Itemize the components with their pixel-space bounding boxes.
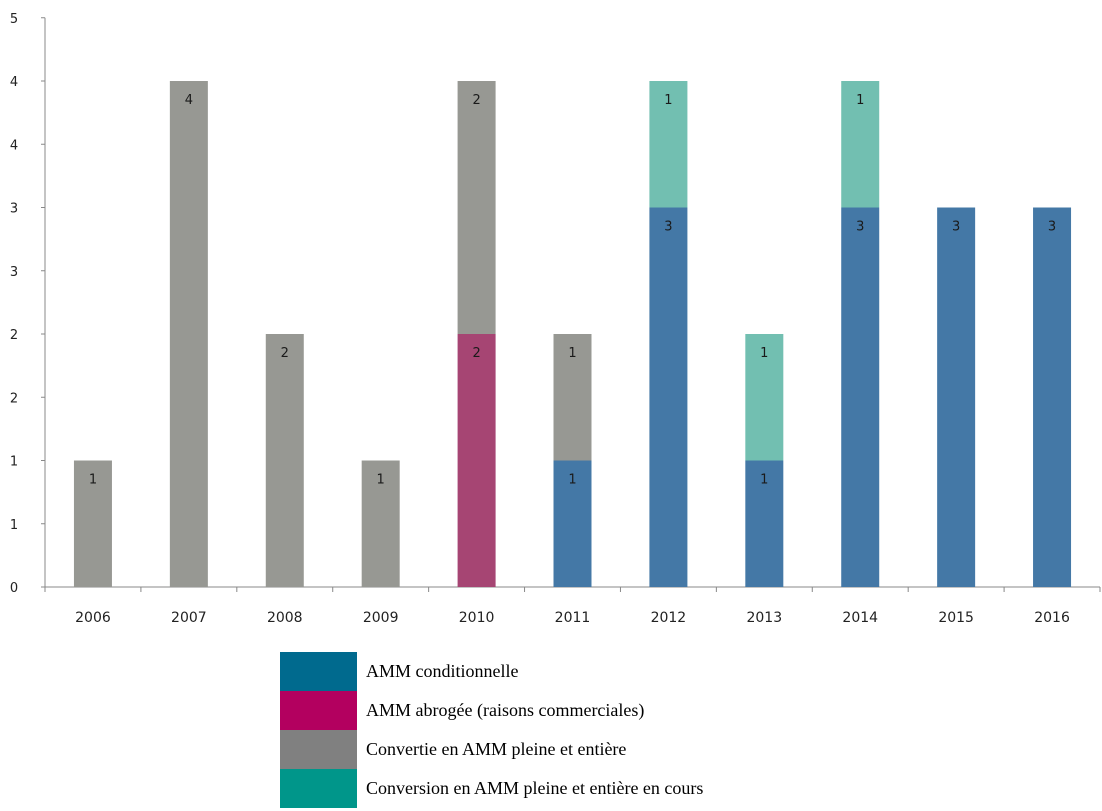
data-label: 3 (664, 220, 672, 235)
x-tick-label: 2009 (363, 610, 399, 626)
data-label: 4 (185, 93, 193, 108)
bars (73, 81, 1072, 587)
x-axis: 2006 2007 2008 2009 2010 2011 2012 2013 2014 2015… (44, 586, 1101, 626)
bar-segment (457, 334, 496, 587)
legend-item-amm-conditionnelle: AMM conditionnelle (280, 652, 703, 691)
bar-segment (937, 207, 976, 587)
data-label: 3 (856, 220, 864, 235)
data-label: 2 (281, 346, 289, 361)
data-label: 3 (1048, 220, 1056, 235)
y-tick-label: 4 (10, 138, 18, 153)
y-tick-label: 0 (10, 581, 18, 596)
y-tick-label: 3 (10, 265, 18, 280)
bar-segment (745, 460, 784, 587)
y-tick-label: 2 (10, 391, 18, 406)
x-tick-label: 2006 (75, 610, 111, 626)
data-label: 2 (472, 93, 480, 108)
x-tick-label: 2010 (459, 610, 495, 626)
y-tick-label: 1 (10, 455, 18, 470)
bar-segment (457, 81, 496, 334)
bar-segment (553, 334, 592, 461)
legend-item-convertie: Convertie en AMM pleine et entière (280, 730, 703, 769)
data-label: 1 (856, 93, 864, 108)
x-tick-label: 2011 (555, 610, 591, 626)
legend-swatch (280, 691, 357, 730)
legend-label: AMM abrogée (raisons commerciales) (366, 700, 645, 720)
y-tick-label: 4 (10, 75, 18, 90)
legend-swatch (280, 769, 357, 808)
legend-label: Convertie en AMM pleine et entière (366, 739, 627, 759)
bar-segment (745, 334, 784, 461)
y-tick-label: 1 (10, 518, 18, 533)
y-tick-label: 5 (10, 12, 18, 27)
bar-segment (169, 81, 208, 587)
data-label: 2 (472, 346, 480, 361)
x-tick-label: 2016 (1034, 610, 1070, 626)
x-tick-label: 2013 (746, 610, 782, 626)
bar-segment (553, 460, 592, 587)
data-label: 1 (760, 473, 768, 488)
bar-segment (73, 460, 112, 587)
bar-segment (265, 334, 304, 587)
data-label: 1 (760, 346, 768, 361)
x-tick-label: 2008 (267, 610, 303, 626)
data-label: 1 (664, 93, 672, 108)
bar-segment (649, 207, 688, 587)
bar-segment (1033, 207, 1072, 587)
data-label: 1 (377, 473, 385, 488)
y-tick-label: 3 (10, 202, 18, 217)
legend-swatch (280, 730, 357, 769)
legend-item-amm-abrogee: AMM abrogée (raisons commerciales) (280, 691, 703, 730)
data-label: 1 (89, 473, 97, 488)
x-tick-label: 2014 (842, 610, 878, 626)
x-tick-label: 2007 (171, 610, 207, 626)
data-labels: 1 4 2 1 2 2 1 1 3 1 1 1 3 1 3 3 (89, 93, 1056, 488)
data-label: 3 (952, 220, 960, 235)
data-label: 1 (568, 473, 576, 488)
legend-item-conversion-en-cours: Conversion en AMM pleine et entière en c… (280, 769, 703, 808)
x-tick-label: 2015 (938, 610, 974, 626)
x-tick-label: 2012 (651, 610, 687, 626)
bar-segment (649, 81, 688, 208)
data-label: 1 (568, 346, 576, 361)
legend-swatch (280, 652, 357, 691)
bar-segment (841, 207, 880, 587)
y-tick-label: 2 (10, 328, 18, 343)
legend-label: AMM conditionnelle (366, 661, 519, 681)
bar-segment (361, 460, 400, 587)
bar-segment (841, 81, 880, 208)
legend-label: Conversion en AMM pleine et entière en c… (366, 778, 704, 798)
legend: AMM conditionnelle AMM abrogée (raisons … (280, 652, 703, 808)
y-axis: 0 1 1 2 2 3 3 4 4 5 (10, 12, 46, 596)
